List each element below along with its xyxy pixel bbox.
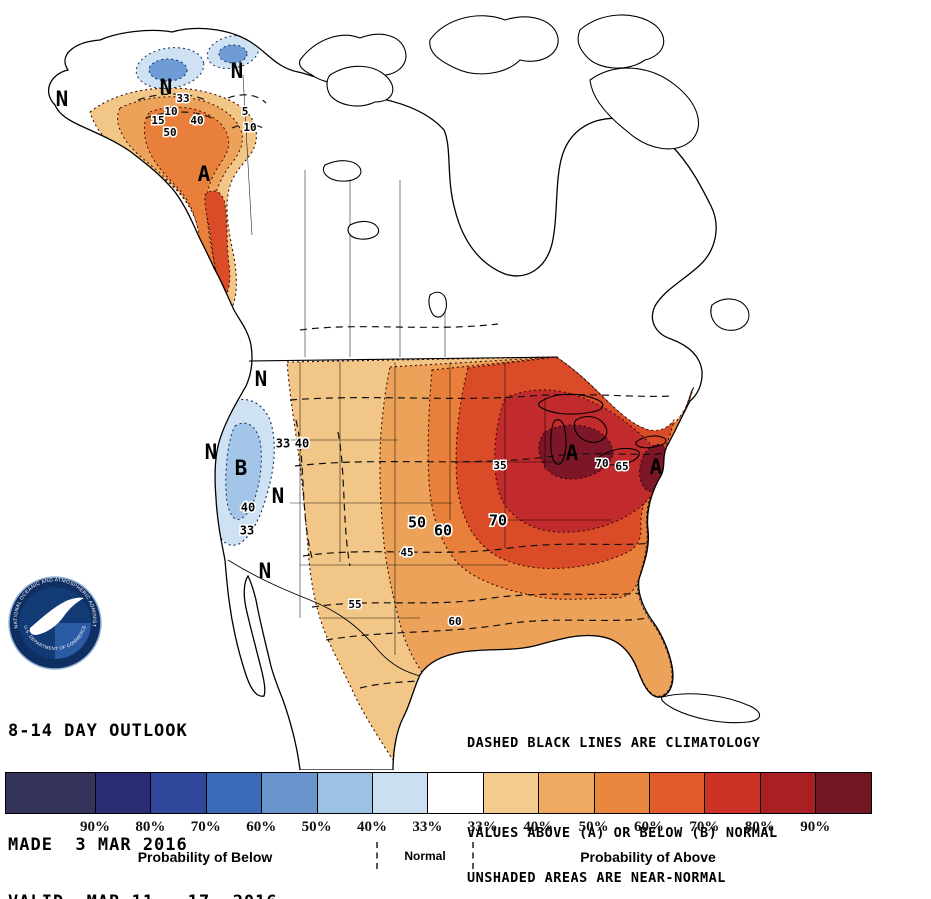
state-borders <box>242 74 612 655</box>
region-alaska-below-1-core <box>148 58 188 82</box>
map-contour-label: 40 <box>241 501 255 515</box>
note-line-3: VALUES ABOVE (A) OR BELOW (B) NORMAL <box>467 825 778 841</box>
legend-pct-label: 40% <box>357 819 387 835</box>
map-contour-label: 33 <box>240 524 254 538</box>
map-contour-label: 5 <box>242 105 249 118</box>
legend-pct-label: 60% <box>246 819 277 835</box>
legend-pct-label: 40% <box>523 819 554 835</box>
legend-pct-label: 80% <box>744 819 775 835</box>
legend-pct-label: 33% <box>467 819 498 835</box>
legend-cell <box>483 773 540 813</box>
map-contour-label: 10 <box>243 121 256 134</box>
legend-pct-label: 33% <box>412 819 443 835</box>
legend-pct-label: 80% <box>135 819 166 835</box>
international-borders <box>227 356 559 677</box>
legend-cell <box>705 773 761 813</box>
legend-cell <box>206 773 263 813</box>
map-contour-label: 70 <box>489 512 507 530</box>
legend-cell <box>539 773 595 813</box>
legend-cell <box>317 773 373 813</box>
title-line-3: MADE 3 MAR 2016 <box>8 835 188 855</box>
legend-below-label: Probability of Below <box>137 849 273 865</box>
map-contour-label: 40 <box>295 437 309 451</box>
map-contour-label: 60 <box>448 615 461 628</box>
legend-above-label: Probability of Above <box>580 849 716 865</box>
map-contour-label: N <box>205 440 218 464</box>
map-contour-label: N <box>56 87 69 111</box>
map-contour-label: A <box>566 441 579 465</box>
legend-pct-label: 50% <box>578 819 609 835</box>
legend-pct-label: 50% <box>301 819 332 835</box>
noaa-logo-horizon <box>55 623 91 659</box>
arctic-islands <box>298 14 761 724</box>
map-contour-label: 45 <box>400 546 413 559</box>
shaded-regions <box>48 34 695 761</box>
map-contour-label: N <box>231 59 244 83</box>
title-line-4: VALID MAR 11 - 17, 2016 <box>8 893 278 899</box>
note-line-1: DASHED BLACK LINES ARE CLIMATOLOGY <box>467 735 761 751</box>
map-contour-label: 50 <box>163 126 176 139</box>
map-contour-label: A <box>650 455 663 479</box>
legend-cell <box>760 773 817 813</box>
map-contour-label: 33 <box>276 437 290 451</box>
title-line-1: 8-14 DAY OUTLOOK <box>8 721 188 741</box>
map-contour-label: 50 <box>408 514 426 532</box>
legend-pct-label: 70% <box>689 819 720 835</box>
map-contour-label: 70 <box>595 457 608 470</box>
great-lakes <box>322 160 667 466</box>
map-contour-label: 15 <box>151 114 164 127</box>
legend-cell <box>594 773 650 813</box>
legend-cell <box>262 773 318 813</box>
legend-cell <box>6 773 96 813</box>
map-contour-label: 65 <box>615 460 628 473</box>
legend-pct-label: 90% <box>800 819 831 835</box>
map-contour-label: N <box>259 559 272 583</box>
region-above-80-lakes <box>538 424 614 480</box>
region-alaska-above-60 <box>204 190 231 297</box>
region-alaska-below-west <box>48 45 52 95</box>
note-line-4: UNSHADED AREAS ARE NEAR-NORMAL <box>467 870 726 886</box>
map-contour-label: N <box>272 484 285 508</box>
legend-pct-label: 70% <box>190 819 221 835</box>
legend-pct-label: 60% <box>634 819 664 835</box>
map-contour-label: 35 <box>493 459 506 472</box>
legend-cell <box>151 773 207 813</box>
map-contour-label: 33 <box>176 92 189 105</box>
legend-normal-text: Normal <box>404 848 446 863</box>
legend-pct-label: 90% <box>80 819 110 835</box>
probability-colorbar <box>5 772 872 814</box>
region-below-40 <box>225 422 262 520</box>
legend-cell <box>373 773 429 813</box>
noaa-seagull-icon <box>29 597 84 635</box>
map-contour-label: 10 <box>164 105 177 118</box>
map-contour-label: 55 <box>348 598 361 611</box>
legend-cell <box>96 773 152 813</box>
coastline <box>48 27 717 770</box>
map-contour-label: B <box>235 456 248 480</box>
map-contour-label: 60 <box>434 522 452 540</box>
map-contour-label: N <box>160 75 173 99</box>
map-contour-label: 40 <box>190 114 203 127</box>
legend-cell <box>428 773 484 813</box>
map-contour-label: N <box>255 367 268 391</box>
us-canada-border <box>248 356 559 362</box>
us-mexico-border <box>227 559 421 677</box>
cuba <box>661 693 761 724</box>
legend-normal-label: Normal <box>376 842 474 869</box>
region-alaska-below-2-core <box>218 44 248 64</box>
legend-cell <box>650 773 706 813</box>
map-contour-label: A <box>198 162 211 186</box>
noaa-logo: NATIONAL OCEANIC AND ATMOSPHERIC ADMINIS… <box>8 576 102 670</box>
legend-cell <box>816 773 872 813</box>
